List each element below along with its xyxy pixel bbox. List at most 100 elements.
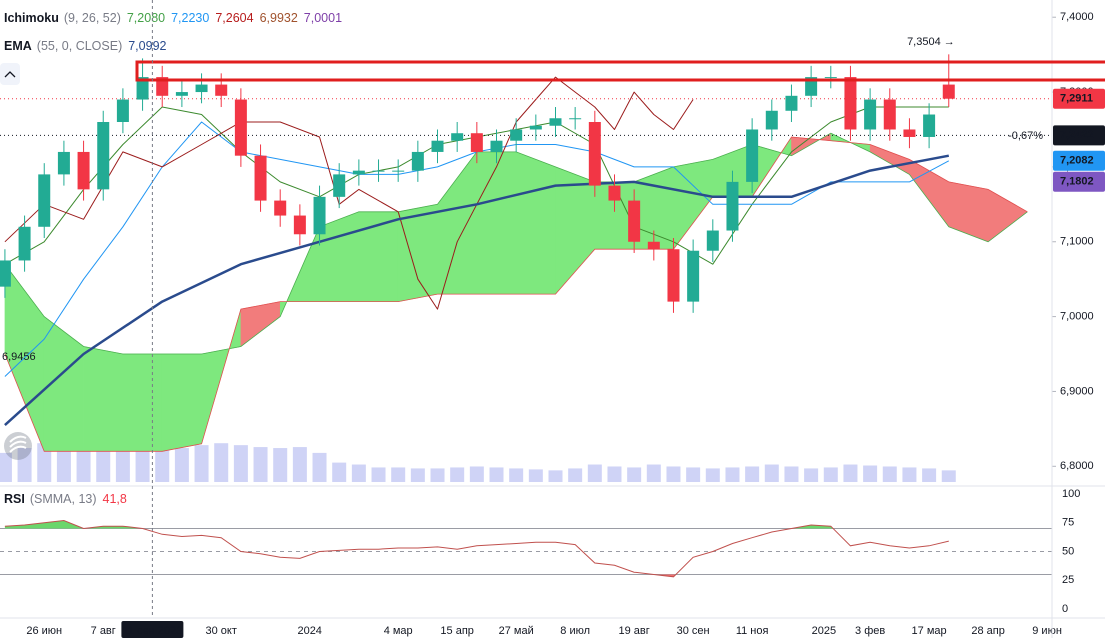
logo [4, 432, 32, 460]
axes: 7,40007,30007,20007,10007,00006,90006,80… [26, 11, 1105, 638]
volume-bar [391, 467, 406, 482]
y-tick-label: 7,1000 [1060, 236, 1094, 248]
candle-body [628, 200, 641, 242]
collapse-legend-button[interactable] [0, 63, 20, 85]
candle-body [18, 226, 31, 261]
volume-bar [155, 443, 170, 482]
volume-bar [528, 469, 543, 482]
indicator-line [4, 76, 694, 310]
candle-body [451, 133, 464, 141]
candle-body [293, 215, 306, 235]
volume-bar [332, 462, 347, 482]
cloud-segment [161, 353, 202, 452]
volume-bar [292, 447, 307, 482]
candle-body [156, 77, 169, 96]
x-tick-label: 11 сен 2023 [123, 625, 183, 637]
x-tick-label: 19 авг [619, 625, 650, 637]
candle-body [785, 95, 798, 111]
price-pane: 7,3504 → 6,9456 [0, 36, 1052, 482]
candle-body [38, 174, 51, 227]
candle-body [0, 260, 11, 287]
volume-bar [843, 464, 858, 482]
candle-body [844, 77, 857, 130]
candle-body [175, 92, 188, 96]
legend-name: RSI [4, 492, 25, 506]
cloud-segment [122, 353, 163, 452]
candle-body [608, 185, 621, 201]
volume-bar [607, 466, 622, 482]
x-tick-label: 4 мар [384, 625, 413, 637]
price-tag [1053, 88, 1105, 109]
volume-bar [430, 468, 445, 482]
candle-body [805, 77, 818, 96]
candle-body [588, 121, 601, 186]
high-annotation: 7,3504 → [907, 36, 955, 48]
y-tick-label: 7,4000 [1060, 11, 1094, 23]
candle-body [333, 174, 346, 197]
volume-bar [548, 470, 563, 482]
candle-body [549, 118, 562, 126]
rsi-pane: 0 25 50 75 100 [0, 488, 1080, 615]
price-tag [1053, 150, 1105, 171]
volume-bar [273, 448, 288, 482]
candle-body [529, 125, 542, 130]
cloud-lead-b [4, 136, 1028, 452]
candle-body [647, 241, 660, 250]
volume-bar [489, 467, 504, 482]
candle-body [942, 84, 955, 99]
x-tick-highlight [121, 621, 184, 638]
volume-bar [568, 468, 583, 482]
candle-body [313, 196, 326, 235]
candle-body [903, 129, 916, 137]
candle-body [667, 249, 680, 302]
candle-body [706, 230, 719, 251]
rsi-tick-label: 25 [1062, 574, 1074, 586]
x-tick-label: 28 апр [971, 625, 1004, 637]
candle-body [372, 170, 385, 172]
legend-params: (9, 26, 52) [64, 11, 121, 25]
volume-bar [686, 467, 701, 482]
candle-body [490, 140, 503, 152]
volume-bar [745, 466, 760, 482]
candle-body [116, 99, 129, 122]
volume-bar [764, 464, 779, 482]
x-tick-label: 15 апр [440, 625, 473, 637]
cloud-segment [83, 346, 124, 452]
candle-body [195, 84, 208, 93]
indicator-line [4, 154, 950, 427]
legend-ema: EMA (55, 0, CLOSE) 7,0992 [4, 39, 167, 53]
legend-value: 7,0992 [128, 39, 166, 53]
legend-ichimoku: Ichimoku (9, 26, 52) 7,2080 7,2230 7,2604 6,9… [4, 11, 342, 25]
volume-bar [863, 465, 878, 482]
volume-bar [627, 467, 642, 482]
price-tag-label: 7,2422 [1060, 129, 1094, 141]
x-tick-label: 26 июн [26, 625, 62, 637]
x-tick-label: 3 фев [855, 625, 885, 637]
y-tick-label: 6,8000 [1060, 460, 1094, 472]
volume-bar [174, 448, 189, 482]
x-tick-label: 30 сен [677, 625, 710, 637]
candle-body [97, 121, 110, 190]
rsi-tick-label: 50 [1062, 545, 1074, 557]
candle-body [57, 151, 70, 175]
value-annotation: 6,9456 [2, 351, 36, 363]
volume-bar [17, 448, 32, 482]
candle-body [765, 110, 778, 130]
volume-bar [233, 445, 248, 482]
drawn-rectangle [135, 60, 1105, 82]
candle-body [726, 181, 739, 231]
volume-bar [351, 464, 366, 482]
candle-body [883, 99, 896, 130]
volume-bar [725, 467, 740, 482]
legend-value: 7,2230 [171, 11, 209, 25]
candle-body [569, 118, 582, 120]
volume-bar [37, 443, 52, 482]
candle-body [274, 200, 287, 216]
legend-rsi: RSI (SMMA, 13) 41,8 [4, 492, 127, 506]
candle-body [470, 133, 483, 152]
volume-bar [784, 466, 799, 482]
legend-value: 7,2604 [215, 11, 253, 25]
cloud-segment [476, 151, 517, 295]
price-tag-label: 7,2082 [1060, 155, 1094, 167]
